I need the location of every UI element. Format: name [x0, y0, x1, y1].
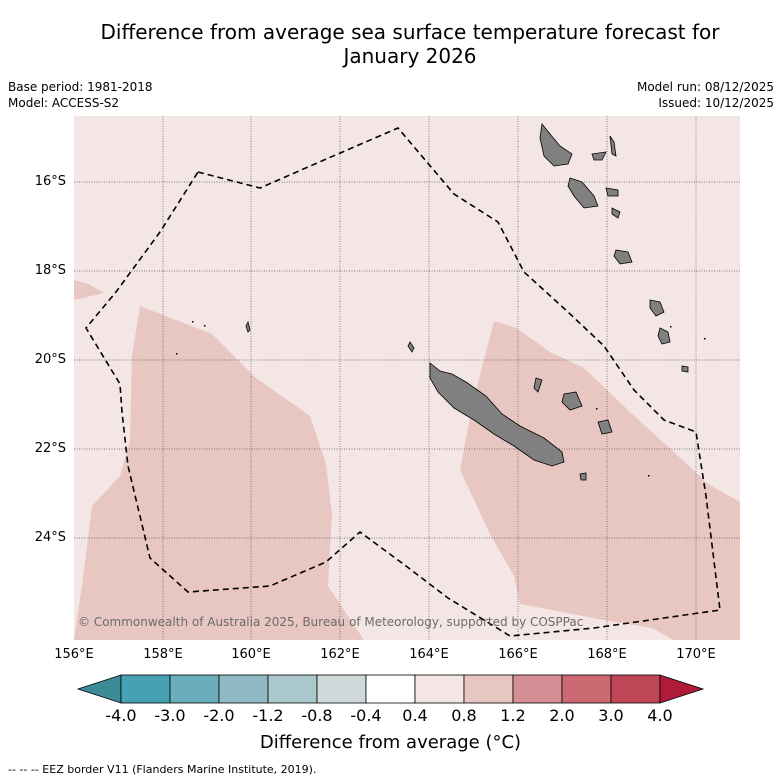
cb-tick-2: -2.0: [203, 706, 235, 725]
cb-tick-7: 0.8: [451, 706, 477, 725]
anomaly-region-west: [74, 306, 364, 640]
lon-label-156e: 156°E: [54, 647, 94, 662]
lon-label-158e: 158°E: [143, 647, 183, 662]
base-period: Base period: 1981-2018: [8, 80, 153, 94]
vanuatu-espiritu-santo: [539, 123, 573, 167]
vanuatu-erromango: [649, 299, 665, 317]
eez-border: [85, 127, 721, 637]
colorbar-segment: [512, 674, 563, 704]
vanuatu-pentecost: [605, 187, 619, 197]
colorbar-segment: [218, 674, 269, 704]
new-caledonia: [429, 362, 565, 467]
graticule: [74, 116, 740, 640]
cb-tick-1: -3.0: [154, 706, 186, 725]
coastline-dots: [176, 321, 706, 477]
colorbar-segment: [316, 674, 367, 704]
title-line-2: January 2026: [343, 44, 477, 68]
colorbar-segment: [561, 674, 612, 704]
colorbar-segment: [463, 674, 514, 704]
colorbar-extend-high: [659, 674, 705, 704]
colorbar-segment: [169, 674, 220, 704]
isle-of-pines: [579, 472, 587, 481]
anomaly-region-northwest: [74, 280, 104, 300]
lat-label-22s: 22°S: [34, 441, 66, 456]
anomaly-region-east: [460, 321, 740, 640]
title-line-1: Difference from average sea surface temp…: [100, 20, 720, 44]
cb-tick-4: -0.8: [301, 706, 333, 725]
cb-tick-5: -0.4: [350, 706, 382, 725]
cb-tick-8: 1.2: [500, 706, 526, 725]
issued-date: Issued: 10/12/2025: [658, 96, 774, 110]
colorbar-segment: [365, 674, 416, 704]
cb-tick-6: 0.4: [402, 706, 428, 725]
islet-west: [245, 320, 251, 333]
vanuatu-ambae: [591, 151, 607, 161]
model-run: Model run: 08/12/2025: [636, 80, 774, 94]
vanuatu-tanna: [657, 327, 671, 345]
cb-tick-11: 4.0: [647, 706, 673, 725]
lon-label-168e: 168°E: [587, 647, 627, 662]
lat-label-24s: 24°S: [34, 530, 66, 545]
cb-tick-3: -1.2: [252, 706, 284, 725]
vanuatu-epi: [611, 207, 621, 219]
colorbar-segment: [414, 674, 465, 704]
model-name: Model: ACCESS-S2: [8, 96, 120, 110]
vanuatu-malakula: [567, 177, 599, 209]
colorbar-extend-low: [76, 674, 122, 704]
colorbar-title: Difference from average (°C): [259, 732, 522, 753]
colorbar-segment: [610, 674, 661, 704]
loyalty-island-lifou: [561, 391, 583, 411]
vanuatu-aneityum: [681, 365, 689, 373]
loyalty-island-mare: [597, 419, 613, 435]
copyright-notice: © Commonwealth of Australia 2025, Bureau…: [78, 615, 583, 629]
land-masses: [245, 123, 689, 481]
colorbar: [76, 674, 705, 704]
cb-tick-9: 2.0: [549, 706, 575, 725]
colorbar-segment: [120, 674, 171, 704]
vanuatu-efate: [613, 249, 633, 265]
lat-label-16s: 16°S: [34, 174, 66, 189]
cb-tick-0: -4.0: [105, 706, 137, 725]
eez-legend: -- -- -- EEZ border V11 (Flanders Marine…: [8, 763, 317, 776]
lon-label-162e: 162°E: [320, 647, 360, 662]
sst-anomaly-map: © Commonwealth of Australia 2025, Bureau…: [74, 116, 740, 640]
new-caledonia-islet-north: [407, 341, 415, 353]
lon-label-164e: 164°E: [409, 647, 449, 662]
lon-label-166e: 166°E: [498, 647, 538, 662]
vanuatu-maewo: [609, 135, 617, 157]
lon-label-170e: 170°E: [676, 647, 716, 662]
cb-tick-10: 3.0: [598, 706, 624, 725]
colorbar-segment: [267, 674, 318, 704]
colorbar-segments: [76, 674, 705, 704]
lon-label-160e: 160°E: [231, 647, 271, 662]
loyalty-island-ouvea: [533, 377, 543, 393]
lat-label-20s: 20°S: [34, 352, 66, 367]
lat-label-18s: 18°S: [34, 263, 66, 278]
